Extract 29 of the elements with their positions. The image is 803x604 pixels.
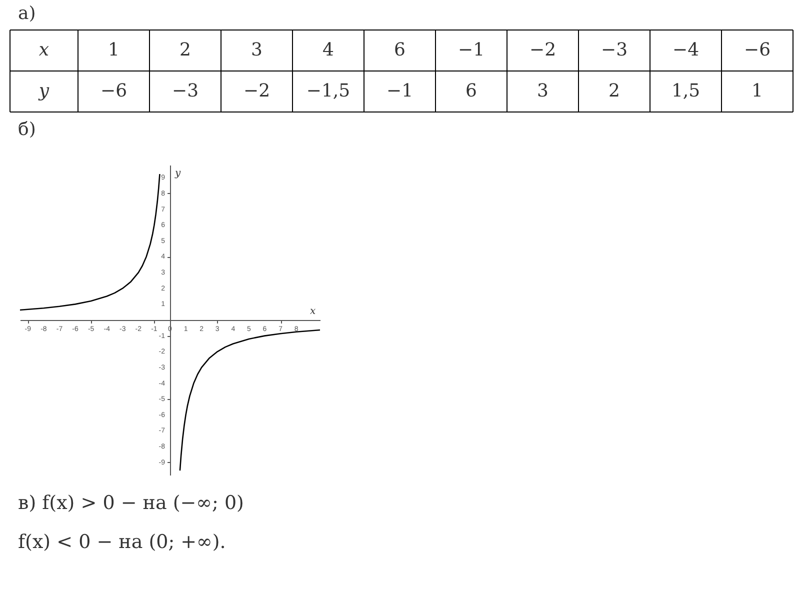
text: в) f(x) > 0 − на (−∞; 0) <box>18 492 244 514</box>
text: −1 <box>458 40 485 60</box>
text: 6 <box>394 40 406 60</box>
text: −1 <box>386 80 414 102</box>
text: 3 <box>537 80 548 102</box>
text: 3 <box>251 40 262 60</box>
text: 4 <box>322 40 334 60</box>
text: −1,5 <box>306 80 350 102</box>
text: 1,5 <box>671 80 700 102</box>
text: 2 <box>180 40 191 60</box>
text: б) <box>18 119 36 140</box>
text: −6 <box>744 40 771 60</box>
x-axis-title: x <box>310 306 316 317</box>
text: −2 <box>243 80 270 102</box>
text: 1 <box>108 40 120 60</box>
text: −6 <box>100 80 128 102</box>
text: y <box>38 80 50 102</box>
text: 1 <box>752 80 763 102</box>
text: −3 <box>600 40 628 60</box>
text: −3 <box>172 80 199 102</box>
line-series <box>19 173 160 311</box>
text: f(x) < 0 − на (0; +∞). <box>18 531 226 553</box>
text: x <box>38 40 50 60</box>
text: −2 <box>529 40 556 60</box>
text: 2 <box>608 80 620 102</box>
text: −4 <box>672 40 700 60</box>
text: 6 <box>466 80 477 102</box>
text: а) <box>18 3 36 24</box>
y-axis-title: y <box>174 168 181 179</box>
